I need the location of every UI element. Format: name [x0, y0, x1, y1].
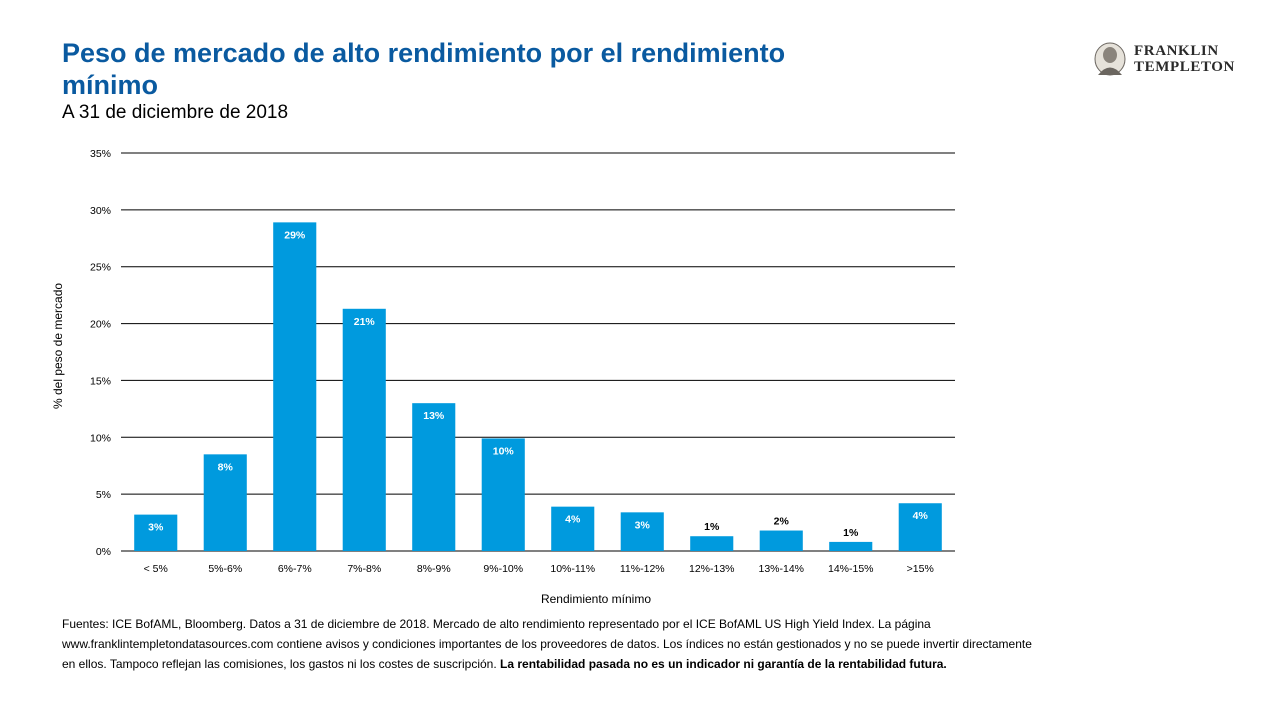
- x-axis-ticks: < 5% 5%-6% 6%-7% 7%-8% 8%-9% 9%-10% 10%-11% 11%…: [144, 563, 934, 575]
- x-tick-label: 8%-9%: [417, 563, 451, 575]
- y-axis-title: % del peso de mercado: [51, 283, 65, 409]
- bar-data-label: 21%: [354, 316, 376, 328]
- x-tick-label: 5%-6%: [208, 563, 242, 575]
- bars: [134, 222, 942, 551]
- y-tick-label: 15%: [90, 375, 111, 387]
- bar: [829, 541, 873, 551]
- y-tick-label: 30%: [90, 205, 111, 217]
- x-tick-label: 7%-8%: [347, 563, 381, 575]
- franklin-templeton-logo: FRANKLIN TEMPLETON: [1092, 42, 1252, 78]
- x-tick-label: < 5%: [144, 563, 168, 575]
- logo-line-1: FRANKLIN: [1134, 43, 1219, 59]
- x-tick-label: 6%-7%: [278, 563, 312, 575]
- bar-data-label: 10%: [493, 445, 515, 457]
- franklin-portrait-icon: [1094, 42, 1126, 76]
- gridlines: [121, 152, 955, 552]
- bar-data-label: 3%: [635, 519, 651, 531]
- bar: [690, 536, 734, 551]
- bar-data-label: 1%: [843, 527, 859, 539]
- y-axis-ticks: 0% 5% 10% 15% 20% 25% 30% 35%: [90, 148, 111, 558]
- x-axis-title: Rendimiento mínimo: [541, 592, 651, 606]
- bar: [412, 403, 456, 551]
- footer-disclaimer: La rentabilidad pasada no es un indicado…: [500, 657, 947, 671]
- page-title: Peso de mercado de alto rendimiento por …: [62, 38, 786, 100]
- bar: [481, 438, 525, 551]
- page-subtitle: A 31 de diciembre de 2018: [62, 102, 289, 123]
- bar-data-label: 13%: [423, 410, 445, 422]
- y-tick-label: 5%: [96, 489, 111, 501]
- bar-data-label: 1%: [704, 521, 720, 533]
- bar: [620, 512, 664, 551]
- y-tick-label: 10%: [90, 432, 111, 444]
- data-labels: 3% 8% 29% 21% 13% 10% 4% 3% 1% 2% 1% 4%: [148, 229, 928, 539]
- footer-note: Fuentes: ICE BofAML, Bloomberg. Datos a …: [62, 614, 1037, 674]
- bar: [759, 530, 803, 551]
- bar: [551, 506, 595, 551]
- bar: [134, 514, 178, 551]
- x-tick-label: 11%-12%: [620, 563, 665, 575]
- bar-data-label: 4%: [565, 514, 581, 526]
- y-tick-label: 35%: [90, 148, 111, 160]
- y-tick-label: 20%: [90, 319, 111, 331]
- bar: [898, 503, 942, 551]
- bar-data-label: 2%: [774, 516, 790, 528]
- bar: [273, 222, 317, 551]
- bar: [203, 454, 247, 551]
- bar-data-label: 3%: [148, 522, 164, 534]
- bar-data-label: 8%: [218, 461, 234, 473]
- x-tick-label: 10%-11%: [550, 563, 595, 575]
- bar-data-label: 29%: [284, 229, 306, 241]
- y-tick-label: 0%: [96, 546, 111, 558]
- bar: [342, 308, 386, 551]
- logo-line-2: TEMPLETON: [1134, 59, 1235, 75]
- x-tick-label: 12%-13%: [689, 563, 735, 575]
- bar-data-label: 4%: [913, 510, 929, 522]
- x-tick-label: 14%-15%: [828, 563, 874, 575]
- x-tick-label: 9%-10%: [483, 563, 523, 575]
- x-tick-label: 13%-14%: [758, 563, 804, 575]
- y-tick-label: 25%: [90, 262, 111, 274]
- footer-sources: Fuentes: ICE BofAML, Bloomberg. Datos a …: [62, 617, 1032, 671]
- x-tick-label: >15%: [907, 563, 934, 575]
